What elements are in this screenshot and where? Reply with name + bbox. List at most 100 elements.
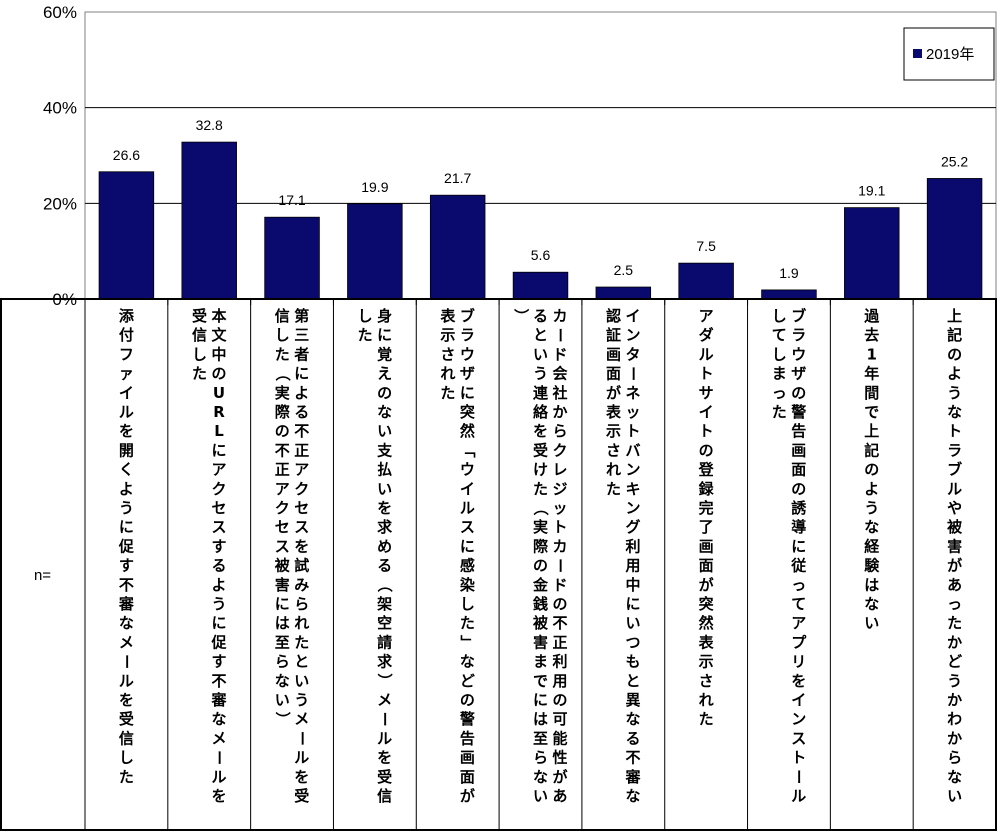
category-char: に	[626, 595, 641, 613]
category-char: 中	[211, 345, 226, 363]
category-char: 不	[552, 614, 567, 632]
category-char: 中	[626, 576, 641, 594]
category-char: 表	[606, 403, 622, 421]
category-char: 付	[119, 326, 134, 344]
category-char: 空	[377, 614, 392, 632]
category-char: 能	[552, 729, 567, 747]
category-char: 審	[625, 768, 642, 786]
category-char: 示	[699, 653, 714, 671]
category-char: 求	[377, 653, 393, 671]
category-char: な	[533, 768, 548, 786]
data-label: 17.1	[278, 192, 305, 208]
category-char: さ	[606, 441, 621, 459]
category-char: 告	[460, 729, 475, 747]
category-char: 支	[376, 441, 393, 459]
category-char: ッ	[552, 499, 567, 517]
category-char: た	[606, 480, 621, 498]
category-char: よ	[211, 576, 226, 594]
data-label: 2.5	[614, 262, 634, 278]
category-char: 正	[275, 461, 290, 479]
category-char: 画	[699, 537, 714, 555]
category-char: キ	[626, 480, 641, 498]
category-char: 本	[211, 307, 226, 325]
category-char: が	[552, 768, 568, 786]
category-char: 去	[864, 326, 879, 344]
category-char: た	[947, 614, 962, 632]
category-char: 験	[864, 557, 880, 575]
category-char: カ	[552, 307, 567, 325]
category-char: 導	[791, 518, 806, 536]
category-char: 正	[552, 633, 567, 651]
category-char: ト	[947, 422, 962, 440]
category-char: 示	[440, 326, 455, 344]
category-char: リ	[791, 653, 806, 671]
category-char: を	[533, 422, 548, 440]
category-char: っ	[947, 595, 962, 613]
category-char: 用	[626, 557, 641, 575]
category-char: 不	[275, 441, 290, 459]
category-char: の	[699, 441, 714, 459]
category-char: 身	[377, 307, 392, 325]
category-char: ウ	[460, 461, 475, 479]
category-char: を	[377, 749, 392, 767]
category-char: う	[211, 595, 226, 613]
data-label: 19.9	[361, 179, 388, 195]
category-char: ー	[551, 328, 569, 343]
bar	[429, 194, 486, 300]
category-char: U	[213, 384, 225, 402]
category-char: ル	[119, 403, 134, 421]
category-char: 示	[606, 422, 621, 440]
category-char: わ	[947, 710, 962, 728]
category-char: 受	[192, 307, 207, 325]
category-char: 録	[699, 480, 715, 498]
category-char: う	[294, 691, 309, 709]
category-char: あ	[552, 787, 567, 805]
category-char: し	[275, 326, 290, 344]
category-char: ク	[552, 441, 567, 459]
category-char: 可	[552, 710, 567, 728]
data-label: 1.9	[779, 265, 799, 281]
category-char: な	[864, 518, 879, 536]
category-char: 添	[119, 307, 135, 325]
category-char: 然	[460, 422, 475, 440]
category-char: す	[211, 653, 226, 671]
legend-label: 2019年	[926, 46, 974, 63]
category-char: 年	[864, 365, 879, 383]
category-char: っ	[772, 384, 787, 402]
category-char: た	[699, 710, 714, 728]
category-char: よ	[119, 480, 134, 498]
category-char: ク	[275, 499, 290, 517]
category-char: を	[119, 422, 134, 440]
category-char: R	[213, 403, 225, 421]
category-char: セ	[294, 499, 309, 517]
category-char: ジ	[552, 480, 567, 498]
category-char: う	[864, 499, 879, 517]
category-char: て	[772, 326, 787, 344]
category-char: ラ	[947, 441, 962, 459]
category-char: ル	[460, 499, 475, 517]
category-char: る	[377, 557, 392, 575]
category-char: え	[377, 365, 392, 383]
category-char: い	[294, 672, 309, 690]
category-char: な	[119, 614, 134, 632]
category-char: い	[377, 422, 392, 440]
bar	[98, 171, 155, 300]
category-char: 被	[947, 518, 963, 536]
category-char: 面	[699, 557, 714, 575]
category-char: れ	[606, 461, 621, 479]
category-char: よ	[947, 365, 962, 383]
category-char: 際	[275, 403, 291, 421]
category-char: 害	[947, 537, 962, 555]
category-char: が	[460, 787, 476, 805]
category-char: 文	[211, 326, 227, 344]
bar	[844, 207, 900, 300]
category-char: 受	[119, 710, 134, 728]
category-char: る	[533, 307, 548, 325]
legend-swatch	[913, 49, 922, 58]
category-char: ッ	[626, 403, 641, 421]
category-char: は	[864, 576, 879, 594]
n-label: n=	[34, 567, 51, 584]
category-char: を	[294, 768, 309, 786]
category-char: な	[947, 403, 962, 421]
